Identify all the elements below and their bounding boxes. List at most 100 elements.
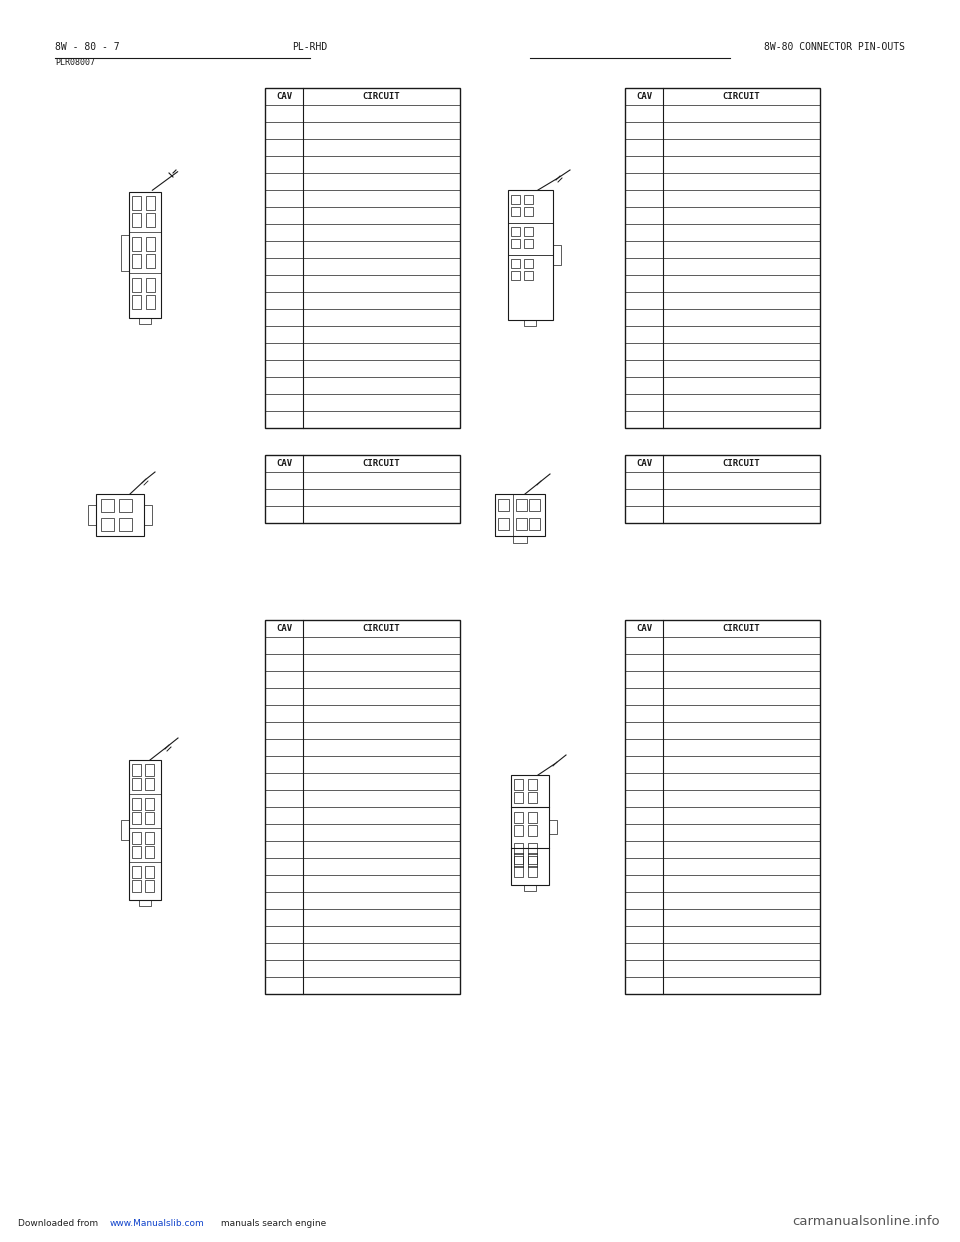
Bar xyxy=(511,775,549,886)
Bar xyxy=(132,846,141,858)
Bar xyxy=(528,853,537,864)
Bar xyxy=(132,237,141,251)
Bar xyxy=(523,238,533,248)
Bar xyxy=(523,271,533,279)
Bar xyxy=(523,195,533,204)
Bar xyxy=(145,799,154,810)
Bar xyxy=(88,505,96,525)
Bar xyxy=(514,792,523,804)
Bar xyxy=(514,812,523,823)
Bar xyxy=(511,227,519,236)
Text: PL-RHD: PL-RHD xyxy=(293,42,327,52)
Bar xyxy=(529,499,540,510)
Bar xyxy=(132,832,141,845)
Bar xyxy=(132,799,141,810)
Bar xyxy=(132,255,141,268)
Bar xyxy=(139,900,151,905)
Bar xyxy=(146,237,155,251)
Text: CAV: CAV xyxy=(276,460,292,468)
Bar xyxy=(495,494,545,537)
Text: CAV: CAV xyxy=(276,92,292,101)
Bar xyxy=(498,518,509,530)
Bar xyxy=(553,245,561,265)
Bar xyxy=(511,195,519,204)
Text: CIRCUIT: CIRCUIT xyxy=(723,460,760,468)
Bar xyxy=(265,620,460,994)
Bar xyxy=(132,812,141,823)
Bar xyxy=(145,881,154,892)
Bar xyxy=(145,832,154,845)
Text: CAV: CAV xyxy=(636,460,652,468)
Bar xyxy=(146,212,155,227)
Bar xyxy=(146,278,155,292)
Bar xyxy=(101,499,114,512)
Bar xyxy=(514,866,523,877)
Text: manuals search engine: manuals search engine xyxy=(218,1218,326,1228)
Bar xyxy=(101,518,114,532)
Text: CAV: CAV xyxy=(636,623,652,633)
Bar xyxy=(516,499,527,510)
Bar xyxy=(119,518,132,532)
Bar xyxy=(529,518,540,530)
Bar xyxy=(528,856,537,867)
Bar xyxy=(144,505,152,525)
Bar xyxy=(132,881,141,892)
Bar xyxy=(625,455,820,523)
Text: CIRCUIT: CIRCUIT xyxy=(363,92,400,101)
Bar xyxy=(139,318,151,324)
Bar xyxy=(528,825,537,836)
Bar xyxy=(121,820,129,840)
Text: 8W - 80 - 7: 8W - 80 - 7 xyxy=(55,42,120,52)
Bar xyxy=(132,196,141,210)
Bar xyxy=(528,866,537,877)
Text: www.Manualslib.com: www.Manualslib.com xyxy=(110,1218,204,1228)
Bar xyxy=(96,494,144,537)
Bar xyxy=(498,499,509,510)
Bar xyxy=(146,255,155,268)
Text: CIRCUIT: CIRCUIT xyxy=(363,623,400,633)
Bar xyxy=(265,455,460,523)
Text: CAV: CAV xyxy=(276,623,292,633)
Bar xyxy=(132,764,141,776)
Bar xyxy=(145,764,154,776)
Bar xyxy=(145,777,154,790)
Bar xyxy=(524,886,536,891)
Text: 8W-80 CONNECTOR PIN-OUTS: 8W-80 CONNECTOR PIN-OUTS xyxy=(764,42,905,52)
Bar xyxy=(145,866,154,878)
Bar xyxy=(625,620,820,994)
Bar xyxy=(129,760,161,900)
Bar xyxy=(132,212,141,227)
Bar xyxy=(132,866,141,878)
Bar xyxy=(513,537,527,543)
Bar xyxy=(146,296,155,309)
Bar xyxy=(528,812,537,823)
Bar xyxy=(511,271,519,279)
Bar xyxy=(523,207,533,216)
Bar xyxy=(549,820,557,833)
Text: carmanualsonline.info: carmanualsonline.info xyxy=(792,1215,940,1228)
Bar xyxy=(132,777,141,790)
Bar xyxy=(145,846,154,858)
Text: CIRCUIT: CIRCUIT xyxy=(723,623,760,633)
Bar xyxy=(528,792,537,804)
Bar xyxy=(514,856,523,867)
Bar xyxy=(514,853,523,864)
Bar xyxy=(119,499,132,512)
Bar xyxy=(528,843,537,854)
Bar xyxy=(625,88,820,428)
Bar xyxy=(528,779,537,790)
Bar xyxy=(132,278,141,292)
Bar xyxy=(121,235,129,271)
Bar xyxy=(524,320,536,325)
Bar xyxy=(514,843,523,854)
Bar xyxy=(523,260,533,268)
Bar xyxy=(129,193,161,318)
Bar xyxy=(132,296,141,309)
Bar xyxy=(511,260,519,268)
Bar xyxy=(145,812,154,823)
Bar xyxy=(523,227,533,236)
Text: CIRCUIT: CIRCUIT xyxy=(363,460,400,468)
Bar xyxy=(514,825,523,836)
Text: CIRCUIT: CIRCUIT xyxy=(723,92,760,101)
Bar xyxy=(514,779,523,790)
